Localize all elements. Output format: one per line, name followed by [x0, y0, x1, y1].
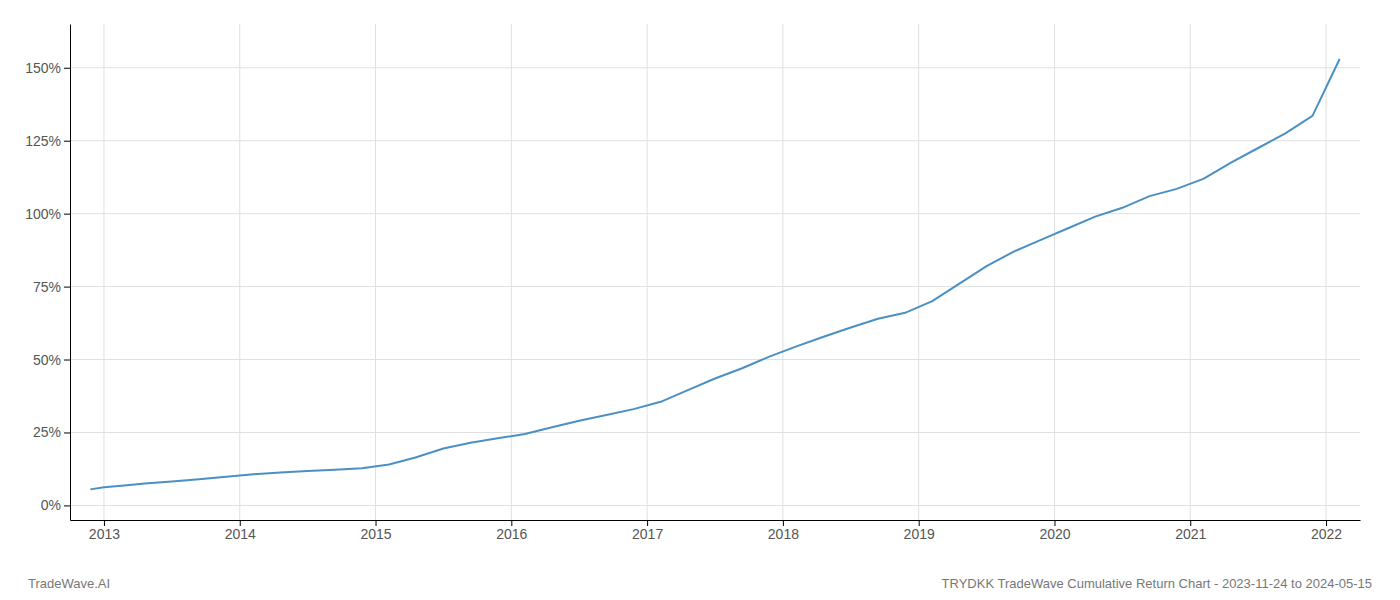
x-tick-label: 2018	[768, 526, 799, 542]
x-tick-label: 2019	[904, 526, 935, 542]
x-tick: 2018	[768, 520, 799, 542]
x-tick: 2020	[1039, 520, 1070, 542]
x-tick-label: 2015	[360, 526, 391, 542]
y-tick: 75%	[33, 279, 70, 295]
y-tick-mark	[64, 432, 70, 433]
marks	[90, 59, 1339, 489]
y-tick: 50%	[33, 352, 70, 368]
y-tick-label: 125%	[25, 133, 61, 149]
y-tick: 25%	[33, 424, 70, 440]
y-tick-label: 0%	[41, 497, 61, 513]
y-tick-mark	[64, 505, 70, 506]
grid-line-x	[511, 24, 512, 520]
y-tick-label: 75%	[33, 279, 61, 295]
grid-line-x	[1054, 24, 1055, 520]
grid-line-x	[103, 24, 104, 520]
y-tick-label: 50%	[33, 352, 61, 368]
y-tick: 0%	[41, 497, 70, 513]
y-tick-label: 150%	[25, 60, 61, 76]
x-tick: 2022	[1311, 520, 1342, 542]
grid-line-x	[782, 24, 783, 520]
grid-line-x	[375, 24, 376, 520]
x-tick: 2013	[89, 520, 120, 542]
footer-left: TradeWave.AI	[28, 576, 110, 591]
y-tick: 100%	[25, 206, 70, 222]
grid-line-y	[70, 286, 1360, 287]
grid-line-x	[1326, 24, 1327, 520]
x-tick: 2015	[360, 520, 391, 542]
grid-line-y	[70, 432, 1360, 433]
x-tick-label: 2013	[89, 526, 120, 542]
chart: 2013 2014 2015 2016 2017 2018 2019 2020 2021 2022…	[0, 0, 1400, 600]
grid-line-x	[239, 24, 240, 520]
y-tick-mark	[64, 360, 70, 361]
x-tick-label: 2016	[496, 526, 527, 542]
grid-line-y	[70, 213, 1360, 214]
y-tick-mark	[64, 68, 70, 69]
x-axis-line	[71, 520, 1361, 521]
x-tick: 2017	[632, 520, 663, 542]
y-tick-label: 100%	[25, 206, 61, 222]
x-axis: 2013 2014 2015 2016 2017 2018 2019 2020 2021 2022	[71, 520, 1361, 542]
y-tick: 125%	[25, 133, 70, 149]
grid-line-y	[70, 359, 1360, 360]
x-tick-label: 2020	[1039, 526, 1070, 542]
x-tick-label: 2022	[1311, 526, 1342, 542]
y-tick-mark	[64, 287, 70, 288]
grid-line-x	[647, 24, 648, 520]
data-line	[90, 59, 1339, 489]
x-tick-label: 2021	[1175, 526, 1206, 542]
y-tick-mark	[64, 141, 70, 142]
x-tick-label: 2014	[225, 526, 256, 542]
grid-line-x	[918, 24, 919, 520]
grid-line-y	[70, 140, 1360, 141]
plot: 2013 2014 2015 2016 2017 2018 2019 2020 2021 2022…	[25, 24, 1360, 542]
y-axis-line	[70, 25, 71, 521]
y-tick: 150%	[25, 60, 70, 76]
x-tick: 2016	[496, 520, 527, 542]
y-axis: 0% 25% 50% 75% 100% 125% 150%	[25, 25, 70, 521]
footer-right: TRYDKK TradeWave Cumulative Return Chart…	[942, 576, 1372, 591]
grid	[70, 24, 1360, 520]
grid-line-x	[1190, 24, 1191, 520]
x-tick: 2014	[225, 520, 256, 542]
y-tick-label: 25%	[33, 424, 61, 440]
grid-line-y	[70, 505, 1360, 506]
x-tick-label: 2017	[632, 526, 663, 542]
x-tick: 2019	[904, 520, 935, 542]
grid-line-y	[70, 67, 1360, 68]
x-tick: 2021	[1175, 520, 1206, 542]
y-tick-mark	[64, 214, 70, 215]
